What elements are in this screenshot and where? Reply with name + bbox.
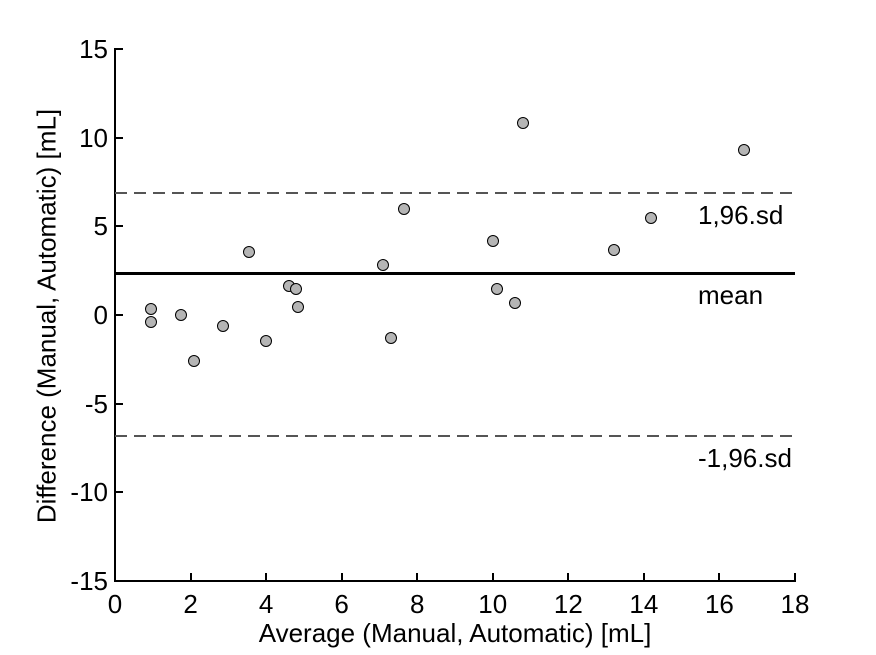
x-tick-label: 18 [780, 589, 810, 619]
y-tick-label: 0 [93, 300, 108, 330]
y-tick-label: -5 [84, 388, 108, 419]
x-tick-label: 16 [704, 589, 734, 619]
y-tick [116, 136, 123, 139]
x-tick [794, 573, 796, 580]
y-axis-line [114, 48, 116, 582]
data-point [509, 297, 522, 310]
x-tick [567, 573, 570, 580]
data-point [216, 319, 229, 332]
x-tick [114, 573, 116, 580]
data-point [175, 309, 188, 321]
data-point [517, 117, 529, 130]
x-tick-label: 14 [629, 589, 659, 619]
x-tick-label: 10 [478, 589, 508, 619]
data-point [188, 355, 201, 368]
data-point [486, 234, 499, 247]
data-point [292, 301, 305, 314]
data-point [645, 212, 658, 225]
data-point [398, 202, 410, 215]
upper-limit-label: 1,96.sd [698, 199, 784, 230]
data-point [377, 259, 390, 272]
x-tick-label: 4 [258, 589, 274, 619]
data-point [607, 244, 620, 257]
data-point [144, 302, 157, 315]
upper-limit-line [115, 191, 795, 194]
y-tick-label: 15 [79, 34, 108, 64]
data-point [243, 246, 256, 259]
y-tick-label: 10 [79, 122, 108, 153]
lower-limit-line [115, 435, 795, 438]
x-tick [265, 573, 268, 580]
data-point [384, 332, 397, 345]
data-point [738, 144, 750, 157]
data-point [144, 316, 157, 329]
x-tick [642, 573, 645, 580]
y-tick [116, 48, 123, 50]
x-tick [340, 573, 343, 580]
y-tick [116, 402, 123, 405]
y-tick-label: -15 [70, 566, 108, 596]
data-point [290, 283, 303, 296]
x-tick-label: 2 [183, 589, 198, 619]
y-tick [116, 580, 123, 582]
x-axis-title: Average (Manual, Automatic) [mL] [258, 618, 652, 648]
mean-label: mean [698, 280, 764, 311]
x-tick-label: 0 [107, 589, 123, 619]
y-tick [116, 491, 123, 494]
y-tick [116, 225, 123, 228]
lower-limit-label: -1,96.sd [698, 443, 792, 474]
x-tick [189, 573, 192, 580]
x-tick [491, 573, 494, 580]
x-tick [718, 573, 721, 580]
y-tick [116, 314, 123, 316]
data-point [490, 283, 503, 296]
y-tick-label: -10 [70, 477, 108, 508]
x-tick [416, 573, 419, 580]
x-axis-line [114, 580, 796, 582]
x-tick-label: 6 [334, 589, 349, 619]
x-tick-label: 8 [409, 589, 425, 619]
y-tick-label: 5 [93, 211, 108, 242]
x-tick-label: 12 [553, 589, 583, 619]
data-point [260, 334, 273, 347]
mean-line [115, 271, 795, 275]
